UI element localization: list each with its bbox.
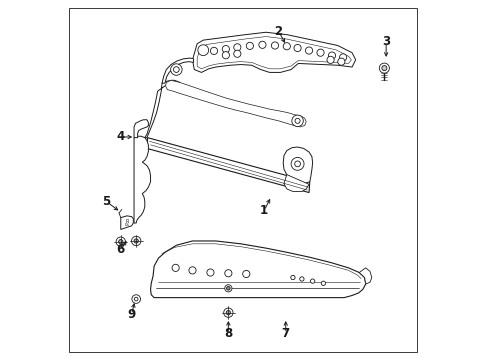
Circle shape [258,41,265,48]
Circle shape [326,56,333,63]
Circle shape [222,51,229,59]
Circle shape [188,267,196,274]
Text: 1: 1 [260,204,268,217]
Circle shape [134,239,138,243]
Circle shape [210,47,217,54]
Circle shape [290,157,304,170]
Polygon shape [144,80,180,138]
Circle shape [337,58,344,65]
Text: R: R [125,219,128,224]
Circle shape [226,311,230,315]
Circle shape [291,115,303,127]
Polygon shape [134,120,148,138]
Circle shape [223,308,233,318]
Circle shape [283,42,290,50]
Circle shape [294,161,300,167]
Circle shape [381,66,386,71]
Polygon shape [359,268,371,284]
Polygon shape [121,216,133,229]
Text: 4: 4 [117,130,124,144]
Polygon shape [284,175,308,192]
Polygon shape [283,147,312,184]
Circle shape [328,52,335,59]
Circle shape [119,239,122,244]
Polygon shape [162,58,193,83]
Circle shape [310,279,314,283]
Circle shape [339,54,346,61]
Text: 8: 8 [224,327,232,340]
Text: 7: 7 [281,327,289,340]
Circle shape [305,47,312,54]
Circle shape [206,269,214,276]
Text: 6: 6 [117,243,124,256]
Circle shape [131,236,141,246]
Circle shape [233,50,241,57]
Polygon shape [147,138,309,193]
Circle shape [132,295,140,303]
Circle shape [299,277,304,281]
Circle shape [198,45,208,55]
Text: 2: 2 [274,25,282,38]
Circle shape [290,275,294,280]
Circle shape [134,297,138,301]
Polygon shape [150,241,365,298]
Polygon shape [192,32,355,72]
Text: 9: 9 [127,308,135,321]
Circle shape [173,67,179,72]
Circle shape [242,270,249,278]
Circle shape [116,237,125,246]
Circle shape [170,64,182,75]
Circle shape [246,42,253,49]
Circle shape [379,63,388,73]
Circle shape [293,44,301,51]
Polygon shape [134,136,150,223]
Circle shape [233,44,241,51]
Circle shape [224,270,231,277]
Text: 3: 3 [381,35,389,49]
Text: 5: 5 [102,195,110,208]
Circle shape [271,42,278,49]
Circle shape [222,45,229,53]
Polygon shape [165,80,305,127]
Circle shape [224,285,231,292]
Circle shape [321,281,325,285]
Circle shape [294,118,300,123]
Circle shape [316,49,324,56]
Circle shape [226,287,230,290]
Circle shape [172,264,179,271]
Text: LS: LS [124,223,129,227]
